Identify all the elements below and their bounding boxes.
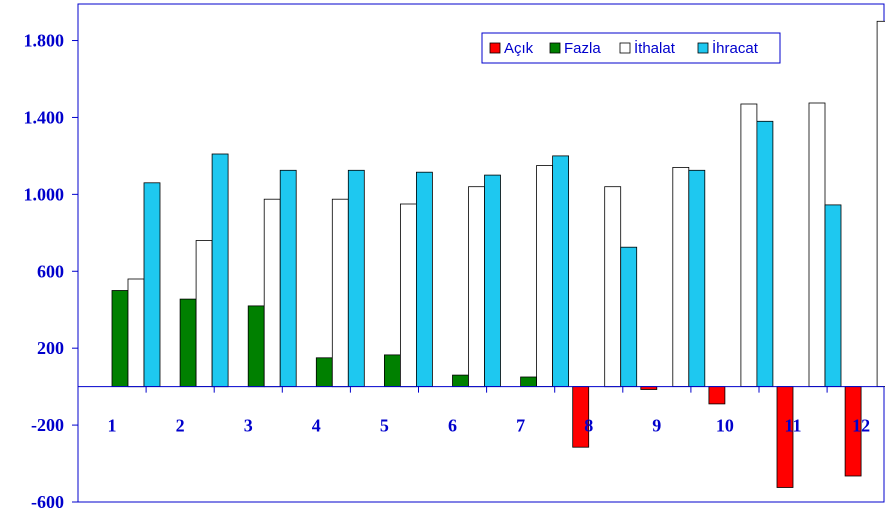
bar-Açık-11 <box>776 386 794 488</box>
x-tick-label: 3 <box>244 416 253 436</box>
bar-Fazla-4 <box>315 357 333 387</box>
bar-İthalat-10 <box>740 103 758 388</box>
y-tick-label: -600 <box>31 492 64 512</box>
bar-İhracat-2 <box>211 153 229 388</box>
bar-İhracat-5 <box>415 171 433 387</box>
y-tick-label: 200 <box>37 338 64 358</box>
bar-Fazla-7 <box>520 376 537 388</box>
y-tick-label: 1.800 <box>24 31 65 51</box>
y-tick-label: 1.400 <box>24 107 65 127</box>
legend: Açık Fazla İthalat İhracat <box>481 32 781 64</box>
x-tick-label: 10 <box>716 416 734 436</box>
legend-label-İthalat: İthalat <box>634 39 676 57</box>
legend-swatch-Açık <box>489 42 501 54</box>
bar-İhracat-10 <box>756 120 774 387</box>
legend-label-Fazla: Fazla <box>564 40 601 57</box>
y-tick-label: 600 <box>37 261 64 281</box>
legend-swatch-İthalat <box>619 42 631 54</box>
bar-İhracat-3 <box>279 169 297 388</box>
bar-İhracat-9 <box>688 169 706 388</box>
bar-Fazla-6 <box>452 374 469 388</box>
legend-label-Açık: Açık <box>504 40 534 57</box>
bar-İthalat-2 <box>195 240 213 388</box>
bar-İthalat-6 <box>468 186 485 388</box>
bar-İhracat-11 <box>824 204 842 387</box>
bar-İthalat-8 <box>604 186 622 388</box>
legend-swatch-Fazla <box>549 42 561 54</box>
bar-İthalat-4 <box>331 198 349 388</box>
bar-İthalat-5 <box>399 203 417 388</box>
x-tick-label: 7 <box>516 416 525 436</box>
bar-Fazla-3 <box>247 305 265 388</box>
y-tick-label: -200 <box>31 415 64 435</box>
bars-group <box>111 20 885 488</box>
bar-İthalat-12 <box>876 20 885 387</box>
bar-İthalat-9 <box>672 166 690 387</box>
x-tick-label: 8 <box>584 416 593 436</box>
bar-Fazla-1 <box>111 290 129 387</box>
bar-İhracat-1 <box>143 182 161 388</box>
legend-label-İhracat: İhracat <box>712 39 759 57</box>
bar-İhracat-8 <box>620 246 638 387</box>
bar-İhracat-7 <box>552 155 569 387</box>
x-tick-label: 4 <box>312 416 321 436</box>
legend-swatch-İhracat <box>697 42 709 54</box>
x-axis-ticks: 1 2 3 4 5 6 7 8 9 10 11 12 <box>77 386 870 436</box>
bar-İhracat-4 <box>347 169 365 388</box>
bar-İthalat-3 <box>263 198 281 388</box>
bar-İhracat-6 <box>484 174 501 388</box>
bar-İthalat-11 <box>808 102 826 388</box>
y-tick-label: 1.000 <box>24 184 65 204</box>
bar-İthalat-7 <box>536 165 553 388</box>
x-tick-label: 9 <box>652 416 661 436</box>
x-tick-label: 5 <box>380 416 389 436</box>
x-tick-label: 2 <box>176 416 185 436</box>
x-tick-label: 6 <box>448 416 457 436</box>
bar-Fazla-5 <box>383 354 401 387</box>
x-tick-label: 1 <box>108 416 117 436</box>
bar-Fazla-2 <box>179 298 197 388</box>
x-tick-label: 12 <box>852 416 870 436</box>
bar-İthalat-1 <box>127 278 145 388</box>
bar-Açık-10 <box>708 386 726 405</box>
x-tick-label: 11 <box>784 416 801 436</box>
y-axis-ticks: -600 -200 200 600 1.000 1.400 1.800 <box>24 31 78 512</box>
legend-box <box>481 32 781 64</box>
